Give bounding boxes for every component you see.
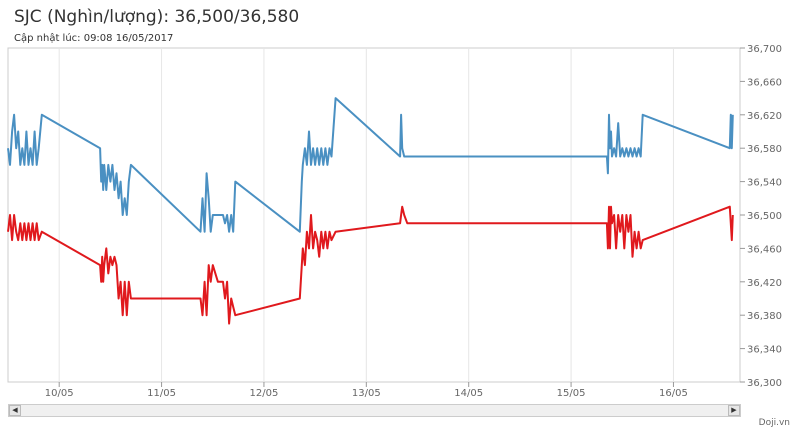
x-axis: 10/05 11/05 12/05 13/05 14/05 15/05 16/05 — [45, 382, 688, 399]
x-tick-label-5: 15/05 — [557, 388, 586, 399]
x-tick-label-0: 10/05 — [45, 388, 74, 399]
y-tick-label-2: 36,380 — [747, 311, 782, 322]
x-tick-label-1: 11/05 — [147, 388, 176, 399]
series-lines — [7, 97, 734, 325]
x-tick-label-6: 16/05 — [659, 388, 688, 399]
series-line-0 — [7, 97, 734, 233]
y-tick-label-4: 36,460 — [747, 244, 782, 255]
last-updated-label: Cập nhật lúc: 09:08 16/05/2017 — [14, 33, 174, 44]
chart-scrollbar[interactable]: ◀ ▶ — [8, 404, 741, 417]
scrollbar-track[interactable] — [21, 405, 728, 416]
y-tick-label-10: 36,700 — [747, 44, 782, 55]
source-credit: Doji.vn — [758, 418, 790, 428]
y-tick-label-8: 36,620 — [747, 111, 782, 122]
y-tick-label-9: 36,660 — [747, 77, 782, 88]
y-tick-label-7: 36,580 — [747, 144, 782, 155]
y-axis: 36,300 36,340 36,380 36,420 36,460 36,500 36,5… — [740, 44, 782, 389]
y-tick-label-1: 36,340 — [747, 345, 782, 356]
series-line-1 — [7, 205, 734, 325]
y-tick-label-5: 36,500 — [747, 211, 782, 222]
chart-title: SJC (Nghìn/lượng): 36,500/36,580 — [14, 7, 300, 27]
scroll-left-icon[interactable]: ◀ — [9, 405, 21, 416]
grid-lines — [58, 48, 674, 382]
x-tick-label-3: 13/05 — [352, 388, 381, 399]
y-tick-label-3: 36,420 — [747, 278, 782, 289]
scroll-right-icon[interactable]: ▶ — [728, 405, 740, 416]
x-tick-label-2: 12/05 — [250, 388, 279, 399]
x-tick-label-4: 14/05 — [454, 388, 483, 399]
y-tick-label-0: 36,300 — [747, 378, 782, 389]
y-tick-label-6: 36,540 — [747, 178, 782, 189]
